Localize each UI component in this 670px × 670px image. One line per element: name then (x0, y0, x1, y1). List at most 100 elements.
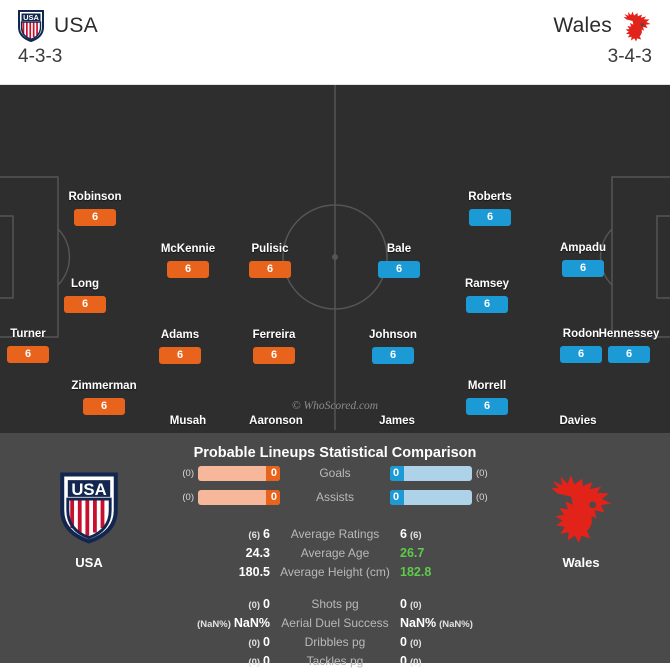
header-home-formation: 4-3-3 (18, 46, 63, 67)
away-stat-value: 0 (393, 490, 400, 503)
player-marker[interactable]: Zimmerman 6 (44, 380, 164, 415)
player-name: McKennie (160, 243, 216, 255)
away-paren-value: (6) (409, 529, 422, 541)
home-paren-value: (0) (248, 599, 261, 611)
player-marker[interactable]: Turner 6 (0, 328, 88, 363)
away-stat-value: 0 (400, 653, 407, 668)
home-stat-bar: 0 (198, 465, 280, 481)
stat-bar-row: (0) 0 Goals 0 (0) (160, 463, 510, 483)
player-name: Johnson (369, 329, 417, 341)
away-bar-fill (390, 489, 404, 505)
home-stat-value: 0 (263, 634, 270, 649)
comparison-away-team-label: Wales (562, 555, 600, 570)
player-marker[interactable]: Ramsey 6 (427, 278, 547, 313)
stat-bar-row: (0) 0 Assists 0 (0) (160, 487, 510, 507)
home-stat-value: 0 (263, 596, 270, 611)
comparison-home-team: USA USA (14, 467, 164, 570)
svg-text:USA: USA (23, 13, 39, 22)
stat-num-row: 24.3 Average Age 26.7 (160, 543, 510, 562)
away-bar-fill (390, 465, 404, 481)
home-stat-cell: (6) 6 (160, 527, 270, 541)
stat-num-row: (0) 0 Tackles pg 0 (0) (160, 651, 510, 670)
wales-dragon-icon (622, 10, 652, 42)
stat-num-row: 180.5 Average Height (cm) 182.8 (160, 562, 510, 581)
player-name: Musah (169, 415, 207, 427)
usa-crest-icon: USA (18, 10, 44, 42)
away-stat-value: 0 (400, 634, 407, 649)
away-stat-bar: 0 (390, 465, 472, 481)
player-rating: 6 (560, 346, 602, 363)
home-stat-cell: 180.5 (160, 565, 270, 579)
stat-label: Average Ratings (290, 526, 380, 541)
home-paren-value: (0) (182, 467, 194, 479)
player-name: Zimmerman (71, 380, 137, 392)
stat-label: Assists (315, 490, 354, 504)
player-marker[interactable]: Hennessey 6 (569, 328, 670, 363)
player-marker[interactable]: Morrell 6 (427, 380, 547, 415)
stat-label: Average Height (cm) (280, 564, 390, 579)
player-marker[interactable]: Long 6 (25, 278, 145, 313)
home-stat-cell: (0) 0 (160, 597, 270, 611)
away-paren-value: (0) (409, 656, 422, 668)
player-marker[interactable]: Bale 6 (339, 243, 459, 278)
spacer (160, 581, 510, 594)
player-marker[interactable]: Aaronson 6 (216, 415, 336, 430)
home-paren-value: (0) (248, 656, 261, 668)
player-name: Aaronson (249, 415, 303, 427)
player-marker[interactable]: Robinson 6 (35, 191, 155, 226)
away-paren-value: (0) (409, 637, 422, 649)
away-paren-value: (0) (476, 491, 488, 503)
header-home-team[interactable]: USA USA (18, 10, 98, 42)
home-paren-value: (0) (182, 491, 194, 503)
player-name: James (379, 415, 415, 427)
away-stat-cell: 0 (0) (400, 635, 510, 649)
player-marker[interactable]: Johnson 6 (333, 329, 453, 364)
player-marker[interactable]: Roberts 6 (430, 191, 550, 226)
header-away-team-name: Wales (553, 14, 612, 37)
player-marker[interactable]: Ampadu 6 (523, 242, 643, 277)
stat-num-row: (0) 0 Shots pg 0 (0) (160, 594, 510, 613)
player-rating: 6 (7, 346, 49, 363)
player-rating: 6 (466, 398, 508, 415)
home-stat-cell: (NaN%) NaN% (160, 616, 270, 630)
home-paren-value: (0) (248, 637, 261, 649)
away-paren-value: (NaN%) (439, 618, 473, 630)
stat-label: Average Age (300, 545, 370, 560)
player-name: Ampadu (560, 242, 606, 254)
player-name: Rodon (562, 328, 600, 340)
header-away-formation: 3-4-3 (607, 46, 652, 67)
player-name: Ramsey (464, 278, 510, 290)
player-name: Bale (386, 243, 412, 255)
stat-num-row: (0) 0 Dribbles pg 0 (0) (160, 632, 510, 651)
player-rating: 6 (562, 260, 604, 277)
player-name: Adams (160, 329, 200, 341)
pitch: Turner 6 Robinson 6 Long 6 Zimmerman 6 D… (0, 85, 670, 430)
player-marker[interactable]: Adams 6 (120, 329, 240, 364)
player-rating: 6 (64, 296, 106, 313)
player-marker[interactable]: McKennie 6 (128, 243, 248, 278)
player-marker[interactable]: Rodon 6 (521, 328, 641, 363)
statistical-comparison-panel: Probable Lineups Statistical Comparison … (0, 430, 670, 668)
away-paren-value: (0) (409, 599, 422, 611)
stat-label: Tackles pg (306, 653, 364, 668)
player-name: Robinson (68, 191, 122, 203)
player-marker[interactable]: Pulisic 6 (210, 243, 330, 278)
player-marker[interactable]: Davies 6 (518, 415, 638, 430)
home-stat-value: 24.3 (245, 545, 270, 560)
player-rating: 6 (372, 347, 414, 364)
match-header: USA USA 4-3-3 Wales 3- (0, 0, 670, 85)
home-stat-value: NaN% (233, 615, 270, 630)
home-stat-cell: (0) 0 (160, 654, 270, 668)
comparison-stats: (0) 0 Goals 0 (0) (0) 0 Assists (160, 463, 510, 670)
header-away-team[interactable]: Wales (553, 10, 652, 42)
away-stat-cell: 0 (0) (400, 597, 510, 611)
home-stat-value: 180.5 (238, 564, 270, 579)
player-rating: 6 (253, 347, 295, 364)
player-marker[interactable]: Musah 6 (128, 415, 248, 430)
player-marker[interactable]: Ferreira 6 (214, 329, 334, 364)
player-marker[interactable]: James 6 (337, 415, 457, 430)
player-name: Ferreira (252, 329, 296, 341)
comparison-away-team: Wales (506, 467, 656, 570)
player-rating: 6 (159, 347, 201, 364)
